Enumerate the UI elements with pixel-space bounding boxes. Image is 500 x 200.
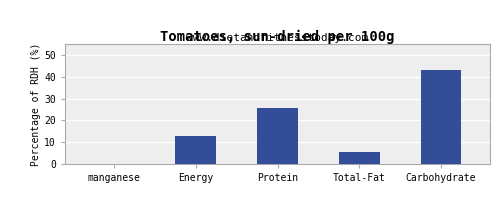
Title: Tomatoes, sun-dried per 100g: Tomatoes, sun-dried per 100g [160, 30, 395, 44]
Bar [176, 136, 216, 164]
Bar [339, 152, 380, 164]
Bar [257, 108, 298, 164]
Y-axis label: Percentage of RDH (%): Percentage of RDH (%) [32, 42, 42, 166]
Text: www.dietandfitnesstoday.com: www.dietandfitnesstoday.com [186, 33, 368, 43]
Bar [420, 70, 462, 164]
